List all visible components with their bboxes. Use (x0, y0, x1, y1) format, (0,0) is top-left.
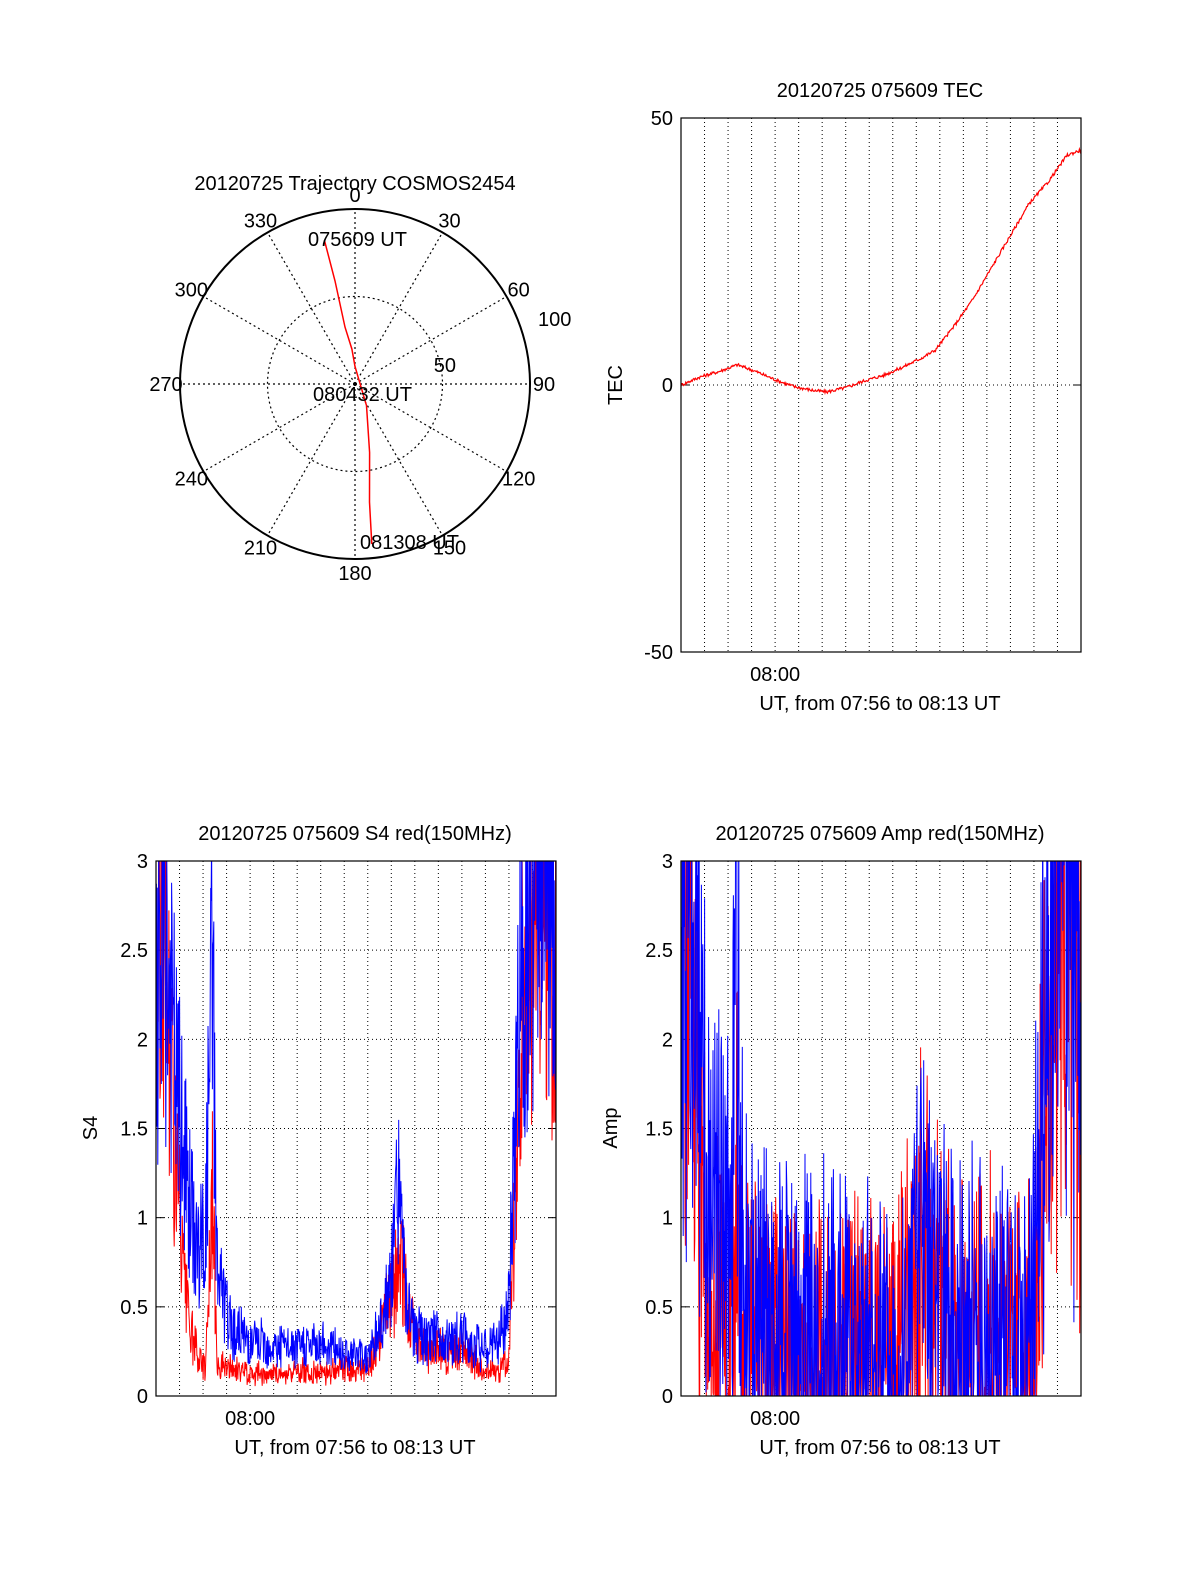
polar-grid (180, 209, 530, 559)
series-line (681, 146, 1081, 395)
ytick-label: 1.5 (120, 1119, 148, 1141)
ytick-label: 3 (662, 851, 673, 873)
radial-label-100: 100 (538, 309, 571, 331)
polar-ring-inner (266, 295, 444, 473)
polar-spoke (354, 383, 444, 536)
series-group (156, 861, 556, 1387)
azimuth-label: 60 (508, 280, 530, 302)
tec-xlabel: UT, from 07:56 to 08:13 UT (759, 693, 1000, 715)
tec-panel: 20120725 075609 TEC -50 0 50 08:00 UT, from… (605, 80, 1082, 715)
s4-ylabel: S4 (80, 1116, 102, 1140)
polar-spoke (266, 383, 356, 536)
polar-spoke (266, 232, 356, 385)
series-line (156, 861, 556, 1374)
xtick-label: 08:00 (225, 1408, 275, 1430)
xtick-label: 08:00 (750, 1408, 800, 1430)
polar-spoke (203, 295, 356, 385)
ytick-label: 2.5 (120, 940, 148, 962)
radial-label-50: 50 (434, 355, 456, 377)
ytick-label: 2.5 (645, 940, 673, 962)
trajectory-line (323, 240, 373, 545)
azimuth-label: 270 (149, 374, 182, 396)
polar-spoke (354, 232, 444, 385)
ytick-label: 3 (137, 851, 148, 873)
polar-series (323, 240, 373, 545)
trajectory-title: 20120725 Trajectory COSMOS2454 (194, 173, 515, 195)
polar-outer-ring (179, 208, 531, 560)
series-group (681, 146, 1081, 395)
amp-ylabel: Amp (600, 1107, 622, 1148)
ytick-label: 50 (651, 108, 673, 130)
plot-frame (680, 860, 1082, 1397)
azimuth-label: 30 (438, 210, 460, 232)
ytick-label: 1.5 (645, 1119, 673, 1141)
azimuth-label: 330 (244, 210, 277, 232)
azimuth-label: 0 (349, 185, 360, 207)
ytick-label: 0 (662, 375, 673, 397)
azimuth-label: 150 (433, 538, 466, 560)
azimuth-label: 210 (244, 538, 277, 560)
amp-panel: 20120725 075609 Amp red(150MHz) 0 0.5 1 1.5… (600, 823, 1082, 1459)
ytick-label: -50 (644, 642, 673, 664)
series-line (156, 861, 556, 1387)
ytick-label: 1 (137, 1208, 148, 1230)
tec-plot-area: -50 0 50 08:00 (644, 108, 1082, 686)
ytick-label: 1 (662, 1208, 673, 1230)
polar-labels: 0 30 60 90 120 150 180 210 240 270 300 330 50 100 (149, 185, 571, 585)
ytick-label: 2 (137, 1029, 148, 1051)
ytick-label: 0.5 (120, 1297, 148, 1319)
annotation-mid-time: 080432 UT (313, 384, 412, 406)
ytick-label: 0.5 (645, 1297, 673, 1319)
polar-spoke (354, 295, 507, 385)
ytick-label: 0 (662, 1386, 673, 1408)
annotation-end-time: 081308 UT (360, 532, 459, 554)
ytick-label: 2 (662, 1029, 673, 1051)
s4-title: 20120725 075609 S4 red(150MHz) (198, 823, 512, 845)
tec-title: 20120725 075609 TEC (777, 80, 983, 102)
polar-spoke (354, 383, 507, 473)
azimuth-label: 300 (175, 280, 208, 302)
azimuth-label: 240 (175, 469, 208, 491)
azimuth-label: 120 (502, 469, 535, 491)
amp-xlabel: UT, from 07:56 to 08:13 UT (759, 1437, 1000, 1459)
amp-title: 20120725 075609 Amp red(150MHz) (715, 823, 1044, 845)
s4-panel: 20120725 075609 S4 red(150MHz) 0 0.5 1 1.5 2… (80, 823, 557, 1459)
annotation-start-time: 075609 UT (308, 229, 407, 251)
amp-plot-area: 0 0.5 1 1.5 2 2.5 3 08:00 (645, 851, 1082, 1430)
plot-frame (680, 117, 1082, 653)
series-line (681, 861, 1081, 1396)
azimuth-label: 90 (533, 374, 555, 396)
tec-ylabel: TEC (605, 365, 627, 405)
s4-plot-area: 0 0.5 1 1.5 2 2.5 3 08:00 (120, 851, 557, 1430)
polar-spoke (203, 383, 356, 473)
xtick-label: 08:00 (750, 664, 800, 686)
trajectory-panel: 20120725 Trajectory COSMOS2454 0 30 60 90 12… (149, 173, 571, 585)
azimuth-label: 180 (338, 563, 371, 585)
ytick-label: 0 (137, 1386, 148, 1408)
plot-frame (155, 860, 557, 1397)
s4-xlabel: UT, from 07:56 to 08:13 UT (234, 1437, 475, 1459)
series-group (681, 861, 1081, 1396)
